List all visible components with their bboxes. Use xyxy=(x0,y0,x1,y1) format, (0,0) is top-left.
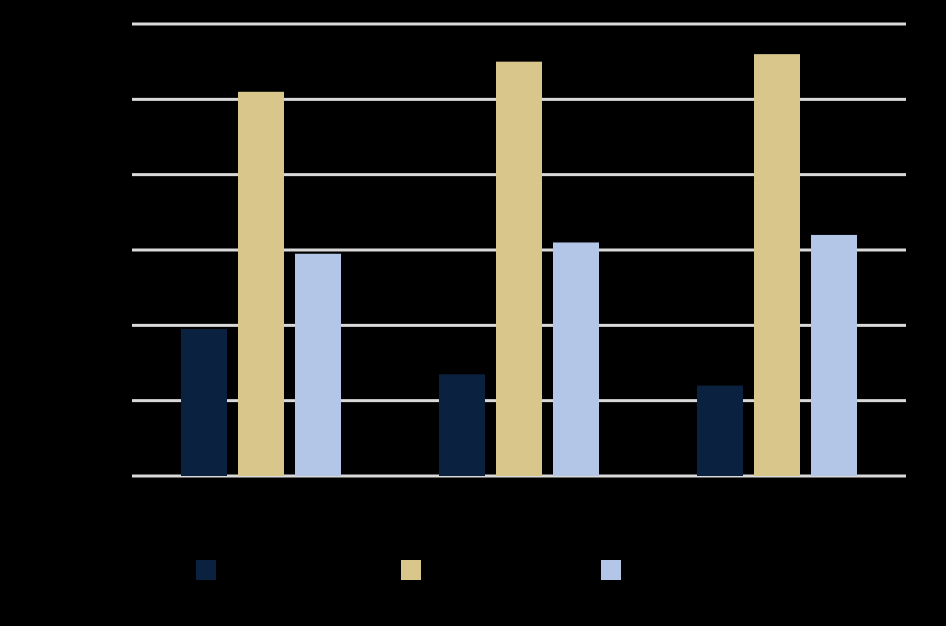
y-tick-label: 30 xyxy=(104,241,122,258)
y-tick-label: 50 xyxy=(104,91,122,108)
y-tick-label: 60 xyxy=(104,15,122,32)
legend-swatch xyxy=(196,560,216,580)
bar xyxy=(811,234,857,476)
legend-swatch xyxy=(601,560,621,580)
y-tick-label: 0 xyxy=(113,467,122,484)
bar xyxy=(754,54,800,477)
y-tick-label: 10 xyxy=(104,392,122,409)
legend-swatch xyxy=(401,560,421,580)
bar xyxy=(439,374,485,476)
bar xyxy=(496,61,542,477)
y-tick-label: 20 xyxy=(104,317,122,334)
y-tick-label: 40 xyxy=(104,166,122,183)
bar xyxy=(697,385,743,476)
bar xyxy=(238,91,284,477)
bar xyxy=(181,329,227,476)
bar xyxy=(553,242,599,476)
bar xyxy=(295,253,341,476)
